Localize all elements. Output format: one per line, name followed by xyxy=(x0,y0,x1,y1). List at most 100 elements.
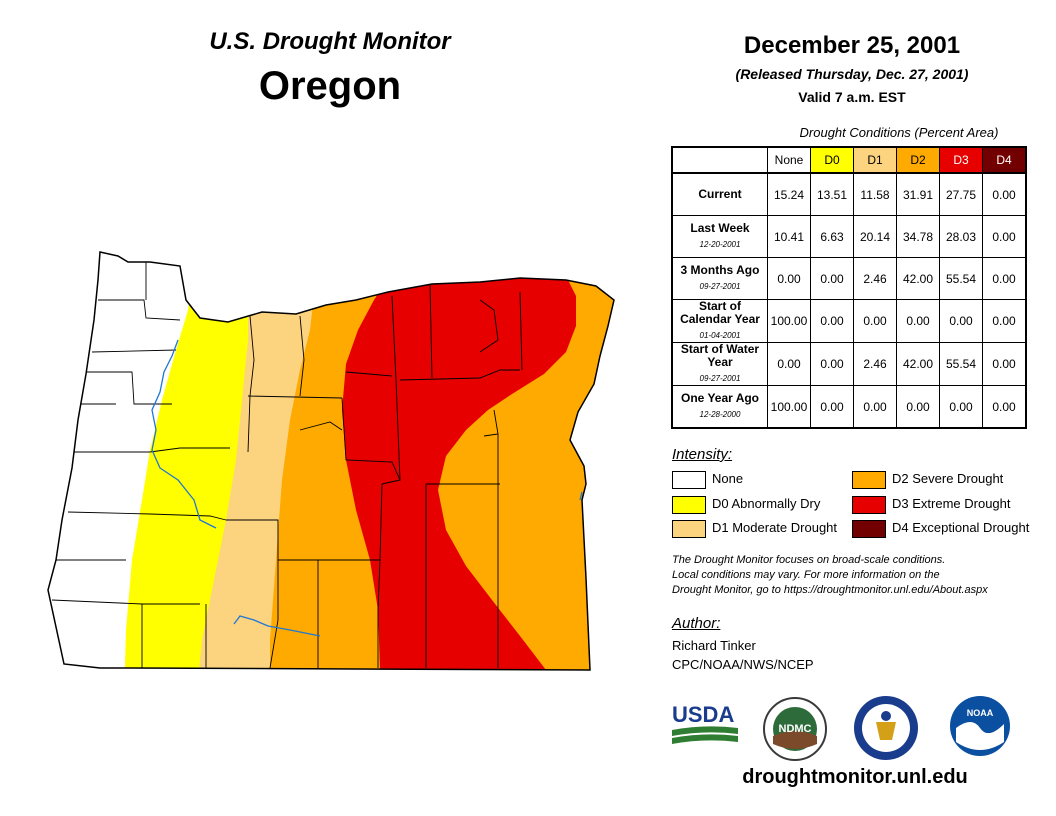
legend-label: None xyxy=(712,471,744,486)
table-cell: 0.00 xyxy=(982,299,1027,343)
table-cell: 0.00 xyxy=(810,342,854,386)
table-cell: 34.78 xyxy=(896,215,940,258)
row-label: Current xyxy=(671,172,768,216)
row-label-text: Current xyxy=(698,187,742,201)
table-row: Start of Water Year 09-27-2001 0.00 0.00 … xyxy=(671,342,1027,386)
map-subtitle: U.S. Drought Monitor xyxy=(209,28,451,55)
table-header-row: None D0 D1 D2 D3 D4 xyxy=(672,146,1027,174)
table-cell: 0.00 xyxy=(853,385,897,429)
ndmc-logo-text: NDMC xyxy=(779,723,812,735)
row-label-text: Start of Water Year xyxy=(680,342,760,369)
table-row: One Year Ago 12-28-2000 100.00 0.00 0.00 … xyxy=(671,385,1027,429)
legend-title: Intensity: xyxy=(672,446,733,463)
table-cell: 100.00 xyxy=(767,299,811,343)
legend-swatch xyxy=(672,495,706,514)
table-cell: 0.00 xyxy=(810,257,854,300)
legend-label: D3 Extreme Drought xyxy=(892,496,1011,511)
footer-url[interactable]: droughtmonitor.unl.edu xyxy=(742,766,968,788)
row-date: 12-28-2000 xyxy=(699,410,741,419)
legend-item-d2: D2 Severe Drought xyxy=(852,470,1004,489)
row-label-text: One Year Ago xyxy=(680,391,760,405)
noaa-logo: NOAA xyxy=(950,696,1010,756)
release-date: (Released Thursday, Dec. 27, 2001) xyxy=(735,66,969,82)
commerce-seal-logo xyxy=(854,696,918,760)
table-row: 3 Months Ago 09-27-2001 0.00 0.00 2.46 42… xyxy=(671,257,1027,300)
legend-swatch xyxy=(672,519,706,538)
legend-item-d3: D3 Extreme Drought xyxy=(852,495,1011,514)
author-heading: Author: xyxy=(672,615,721,632)
row-date: 09-27-2001 xyxy=(699,374,741,383)
col-header-none: None xyxy=(767,146,811,174)
row-date: 12-20-2001 xyxy=(699,240,741,249)
table-cell: 0.00 xyxy=(982,385,1027,429)
table-cell: 0.00 xyxy=(982,342,1027,386)
table-cell: 10.41 xyxy=(767,215,811,258)
rivers xyxy=(151,339,583,637)
snake-river xyxy=(579,491,583,501)
table-cell: 0.00 xyxy=(982,215,1027,258)
legend-label: D0 Abnormally Dry xyxy=(712,496,821,511)
table-cell: 42.00 xyxy=(896,257,940,300)
legend-swatch xyxy=(852,495,886,514)
legend-swatch xyxy=(852,519,886,538)
table-cell: 0.00 xyxy=(853,299,897,343)
table-cell: 31.91 xyxy=(896,172,940,216)
row-date: 09-27-2001 xyxy=(699,282,741,291)
klamath-river xyxy=(233,615,321,637)
valid-time: Valid 7 a.m. EST xyxy=(798,89,906,105)
usda-logo-text: USDA xyxy=(672,702,734,727)
legend-label: D2 Severe Drought xyxy=(892,471,1004,486)
note-line: Drought Monitor, go to https://droughtmo… xyxy=(672,584,988,596)
row-label-text: Last Week xyxy=(690,221,750,235)
state-title: Oregon xyxy=(258,64,402,108)
table-cell: 13.51 xyxy=(810,172,854,216)
note-line: Local conditions may vary. For more info… xyxy=(672,569,940,581)
table-row: Start of Calendar Year 01-04-2001 100.00 … xyxy=(671,299,1027,343)
area-d3-extreme-drought xyxy=(342,272,576,670)
table-cell: 42.00 xyxy=(896,342,940,386)
table-cell: 0.00 xyxy=(939,385,983,429)
table-cell: 0.00 xyxy=(982,257,1027,300)
legend-swatch xyxy=(852,470,886,489)
table-caption: Drought Conditions (Percent Area) xyxy=(799,125,999,140)
table-cell: 27.75 xyxy=(939,172,983,216)
author-org: CPC/NOAA/NWS/NCEP xyxy=(672,657,814,672)
disclaimer-note: The Drought Monitor focuses on broad-sca… xyxy=(672,553,1042,598)
row-label: Start of Water Year 09-27-2001 xyxy=(671,342,768,386)
table-cell: 0.00 xyxy=(939,299,983,343)
table-cell: 28.03 xyxy=(939,215,983,258)
col-header-d3: D3 xyxy=(939,146,983,174)
table-cell: 0.00 xyxy=(810,299,854,343)
author-name: Richard Tinker xyxy=(672,638,756,653)
row-label: Start of Calendar Year 01-04-2001 xyxy=(671,299,768,343)
legend-item-d1: D1 Moderate Drought xyxy=(672,519,837,538)
legend-swatch xyxy=(672,470,706,489)
table-cell: 15.24 xyxy=(767,172,811,216)
county-lines xyxy=(51,262,523,669)
table-cell: 20.14 xyxy=(853,215,897,258)
ndmc-logo: NDMC xyxy=(763,697,827,761)
header-blank-cell xyxy=(672,147,768,174)
col-header-d2: D2 xyxy=(896,146,940,174)
row-date: 01-04-2001 xyxy=(699,331,741,340)
state-outline xyxy=(47,251,615,671)
table-cell: 6.63 xyxy=(810,215,854,258)
table-cell: 0.00 xyxy=(767,342,811,386)
table-cell: 0.00 xyxy=(896,385,940,429)
table-cell: 0.00 xyxy=(982,172,1027,216)
row-label-text: 3 Months Ago xyxy=(680,263,760,277)
table-cell: 2.46 xyxy=(853,257,897,300)
legend-item-none: None xyxy=(672,470,744,489)
map-date: December 25, 2001 xyxy=(743,32,961,59)
table-cell: 2.46 xyxy=(853,342,897,386)
col-header-d1: D1 xyxy=(853,146,897,174)
row-label: One Year Ago 12-28-2000 xyxy=(671,385,768,429)
col-header-d0: D0 xyxy=(810,146,854,174)
legend-item-d0: D0 Abnormally Dry xyxy=(672,495,821,514)
table-row: Last Week 12-20-2001 10.41 6.63 20.14 34.… xyxy=(671,215,1027,258)
table-cell: 0.00 xyxy=(767,257,811,300)
table-row: Current 15.24 13.51 11.58 31.91 27.75 0.… xyxy=(671,172,1027,216)
oregon-drought-map xyxy=(47,251,615,671)
table-cell: 0.00 xyxy=(810,385,854,429)
note-line: The Drought Monitor focuses on broad-sca… xyxy=(672,554,946,566)
